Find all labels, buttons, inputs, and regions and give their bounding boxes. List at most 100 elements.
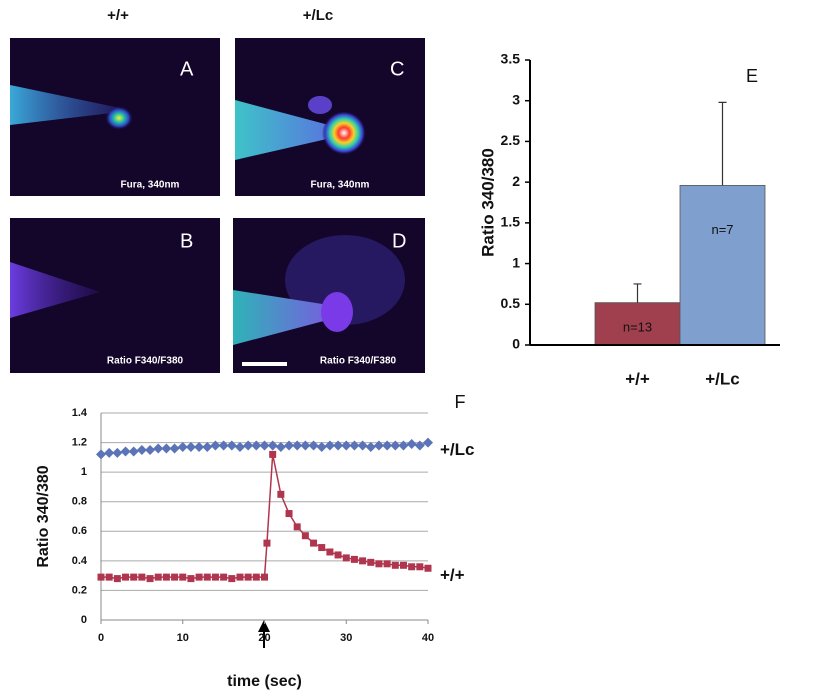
panel-caption: Ratio F340/F380	[320, 356, 397, 367]
point	[128, 446, 139, 457]
cell	[105, 106, 133, 130]
point	[122, 573, 130, 581]
point	[203, 573, 211, 581]
point	[383, 560, 391, 568]
point	[416, 563, 424, 571]
point	[373, 440, 384, 451]
point	[145, 444, 156, 455]
point	[275, 442, 286, 453]
image-panel: D Ratio F340/F380	[233, 218, 425, 373]
point	[423, 437, 433, 448]
point	[277, 490, 285, 498]
point	[408, 563, 416, 571]
arrow-head	[258, 620, 270, 632]
point	[269, 450, 277, 458]
x-tick-label: 40	[422, 632, 434, 644]
point	[177, 442, 188, 453]
point	[187, 575, 195, 583]
panel-letter: C	[390, 58, 404, 80]
bar	[679, 184, 766, 346]
chart-title: E	[746, 66, 758, 86]
point	[391, 561, 399, 569]
point	[136, 444, 147, 455]
x-axis-label: time (sec)	[227, 673, 302, 690]
point	[318, 544, 326, 552]
point	[105, 573, 113, 581]
panel-letter: D	[392, 230, 406, 252]
point	[169, 443, 180, 454]
y-tick-label: 0	[81, 614, 87, 626]
point	[104, 447, 115, 458]
series-label: +/+	[440, 566, 465, 585]
pipette	[10, 262, 100, 318]
pipette	[233, 290, 335, 345]
series-label: +/Lc	[440, 440, 475, 459]
panel-letter: A	[180, 58, 194, 80]
y-tick-label: 1.2	[72, 436, 87, 448]
point	[308, 440, 319, 451]
point	[349, 440, 360, 451]
panel-letter: B	[180, 230, 193, 252]
x-tick-label: +/Lc	[705, 369, 740, 388]
point	[367, 558, 375, 566]
point	[138, 573, 146, 581]
y-tick-label: 1	[512, 254, 520, 270]
bar-annotation: n=7	[711, 222, 733, 237]
point	[120, 446, 131, 457]
y-tick-label: 1	[81, 466, 87, 478]
point	[424, 564, 432, 572]
y-tick-label: 1.4	[72, 407, 88, 419]
point	[130, 573, 138, 581]
point	[185, 442, 196, 453]
bar-annotation: n=13	[623, 319, 652, 334]
point	[316, 442, 327, 453]
point	[112, 447, 123, 458]
x-tick-label: +/+	[625, 369, 650, 388]
point	[414, 440, 425, 451]
y-tick-label: 0.6	[72, 525, 87, 537]
point	[406, 439, 417, 450]
process	[308, 96, 332, 114]
point	[390, 440, 401, 451]
x-tick-label: 0	[98, 632, 104, 644]
point	[251, 440, 262, 451]
point	[234, 442, 245, 453]
point	[341, 440, 352, 451]
panel-caption: Fura, 340nm	[121, 180, 180, 191]
error-bar	[633, 283, 642, 303]
point	[218, 440, 229, 451]
error-bar	[718, 101, 727, 186]
series-line	[101, 454, 429, 580]
cell	[322, 111, 366, 155]
stimulus-arrow	[258, 620, 270, 648]
panel-caption: Ratio F340/F380	[107, 356, 184, 367]
point	[97, 573, 105, 581]
point	[382, 440, 393, 451]
x-tick-label: 20	[258, 632, 270, 644]
column-header: +/+	[107, 7, 129, 24]
point	[244, 573, 252, 581]
panel-caption: Fura, 340nm	[311, 180, 370, 191]
point	[161, 443, 172, 454]
y-tick-label: 2	[512, 173, 520, 189]
column-header: +/Lc	[303, 7, 333, 24]
point	[310, 539, 318, 547]
y-axis-label: Ratio 340/380	[478, 148, 497, 257]
point	[365, 442, 376, 453]
x-tick-label: 10	[177, 632, 189, 644]
point	[259, 440, 270, 451]
y-tick-label: 0.4	[72, 555, 88, 567]
y-tick-label: 3	[512, 91, 520, 107]
point	[113, 575, 121, 583]
point	[211, 573, 219, 581]
y-tick-label: 0.2	[72, 584, 87, 596]
point	[96, 449, 106, 460]
y-axis-label: Ratio 340/380	[35, 465, 52, 567]
point	[292, 440, 303, 451]
point	[333, 440, 344, 451]
point	[236, 573, 244, 581]
point	[162, 573, 170, 581]
pipette	[10, 85, 120, 125]
